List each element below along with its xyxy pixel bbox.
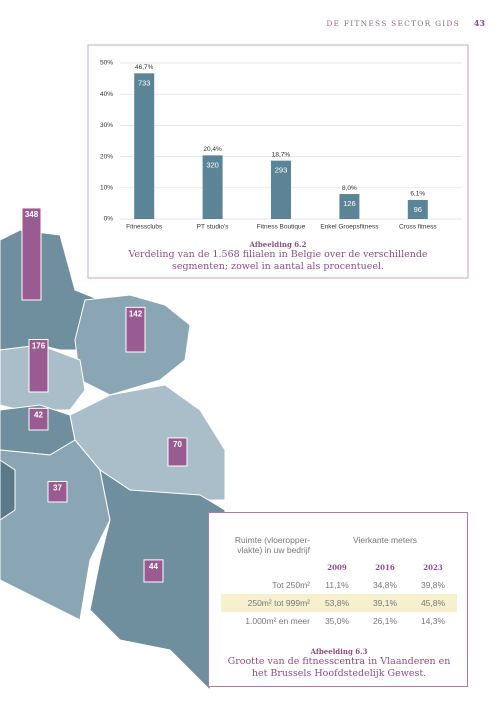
table-row: 1.000m² en meer 35,0% 26,1% 14,3% xyxy=(221,612,457,630)
x-tick-label: Enkel Groepsfitness xyxy=(320,224,379,231)
y-tick-label: 40% xyxy=(100,91,113,98)
map-value: 42 xyxy=(34,410,43,419)
bar xyxy=(271,160,291,219)
table-cell: 39,1% xyxy=(361,594,409,612)
y-tick-label: 20% xyxy=(100,153,113,160)
map-value: 37 xyxy=(53,484,62,493)
count-label: 126 xyxy=(343,199,356,208)
map-bar xyxy=(21,207,42,301)
chart-caption: Afbeelding 6.2 Verdeling van de 1.568 fi… xyxy=(110,240,446,273)
table: Ruimte (vloeropper- vlakte) in uw bedrij… xyxy=(221,531,457,630)
map-bar xyxy=(125,306,146,353)
value-label: 46,7% xyxy=(135,64,154,71)
table-cell: 11,1% xyxy=(325,580,349,590)
map-value: 44 xyxy=(149,562,158,571)
page-number: 43 xyxy=(474,18,486,28)
value-label: 18,7% xyxy=(272,151,291,158)
table-cell: 39,8% xyxy=(420,580,446,590)
value-label: 8,0% xyxy=(342,185,357,192)
table-cell: 1.000m² en meer xyxy=(245,616,310,626)
y-tick-label: 0% xyxy=(104,216,114,223)
caption-label: Afbeelding 6.3 xyxy=(310,647,368,656)
table-cell: 250m² tot 999m² xyxy=(221,594,313,612)
value-label: 6,1% xyxy=(410,191,425,198)
x-tick-label: Fitness Boutique xyxy=(257,224,306,231)
bar xyxy=(202,155,223,219)
table-cell xyxy=(221,559,313,576)
count-label: 96 xyxy=(414,205,422,214)
table-cell: 2023 xyxy=(423,563,443,572)
map-value: 348 xyxy=(25,210,39,219)
map-bar xyxy=(28,339,49,393)
caption-text: Grootte van de fitnesscentra in Vlaander… xyxy=(227,656,451,679)
table-cell: 26,1% xyxy=(372,616,398,626)
map-region xyxy=(0,439,111,621)
caption-label: Afbeelding 6.2 xyxy=(249,240,307,249)
count-label: 733 xyxy=(138,78,151,87)
table-cell: 34,8% xyxy=(372,580,398,590)
table-caption: Afbeelding 6.3 Grootte van de fitnesscen… xyxy=(221,647,457,680)
table-row: Ruimte (vloeropper- vlakte) in uw bedrij… xyxy=(221,531,457,559)
map-bar xyxy=(28,407,49,431)
table-cell: 14,3% xyxy=(420,616,446,626)
table-row: 250m² tot 999m² 53,8% 39,1% 45,8% xyxy=(221,594,457,612)
table-cell: 53,8% xyxy=(313,594,361,612)
table-cell: Ruimte (vloeropper- vlakte) in uw bedrij… xyxy=(234,535,310,555)
map-bar xyxy=(47,480,68,503)
table-cell: 2016 xyxy=(375,563,395,572)
y-tick-label: 50% xyxy=(100,60,113,67)
y-tick-label: 30% xyxy=(100,122,113,129)
x-tick-label: Fitnessclubs xyxy=(126,224,163,231)
bar xyxy=(339,194,360,219)
y-tick-label: 10% xyxy=(100,185,113,192)
map-bar xyxy=(143,559,164,583)
caption-text: Verdeling van de 1.568 filialen in Belgi… xyxy=(128,249,428,272)
table-row: 2009 2016 2023 xyxy=(221,559,457,576)
map-value: 176 xyxy=(32,342,46,351)
table-cell: 2009 xyxy=(327,563,347,572)
bar xyxy=(134,73,155,220)
map-bar xyxy=(167,437,188,467)
table-box: Ruimte (vloeropper- vlakte) in uw bedrij… xyxy=(208,512,468,687)
bar xyxy=(407,199,428,219)
value-label: 20,4% xyxy=(203,146,222,153)
x-tick-label: PT studio's xyxy=(197,224,230,231)
table-cell: 35,0% xyxy=(324,616,350,626)
map-value: 70 xyxy=(173,440,182,449)
count-label: 293 xyxy=(275,166,288,175)
table-cell: 45,8% xyxy=(409,594,457,612)
table-cell: Vierkante meters xyxy=(352,535,418,545)
count-label: 320 xyxy=(206,160,219,169)
table-row: Tot 250m² 11,1% 34,8% 39,8% xyxy=(221,576,457,594)
x-tick-label: Cross fitness xyxy=(399,224,437,231)
map-region xyxy=(0,459,16,521)
header-title: DE FITNESS SECTOR GIDS xyxy=(326,19,460,28)
table-cell: Tot 250m² xyxy=(272,580,310,590)
map-value: 142 xyxy=(129,309,143,318)
